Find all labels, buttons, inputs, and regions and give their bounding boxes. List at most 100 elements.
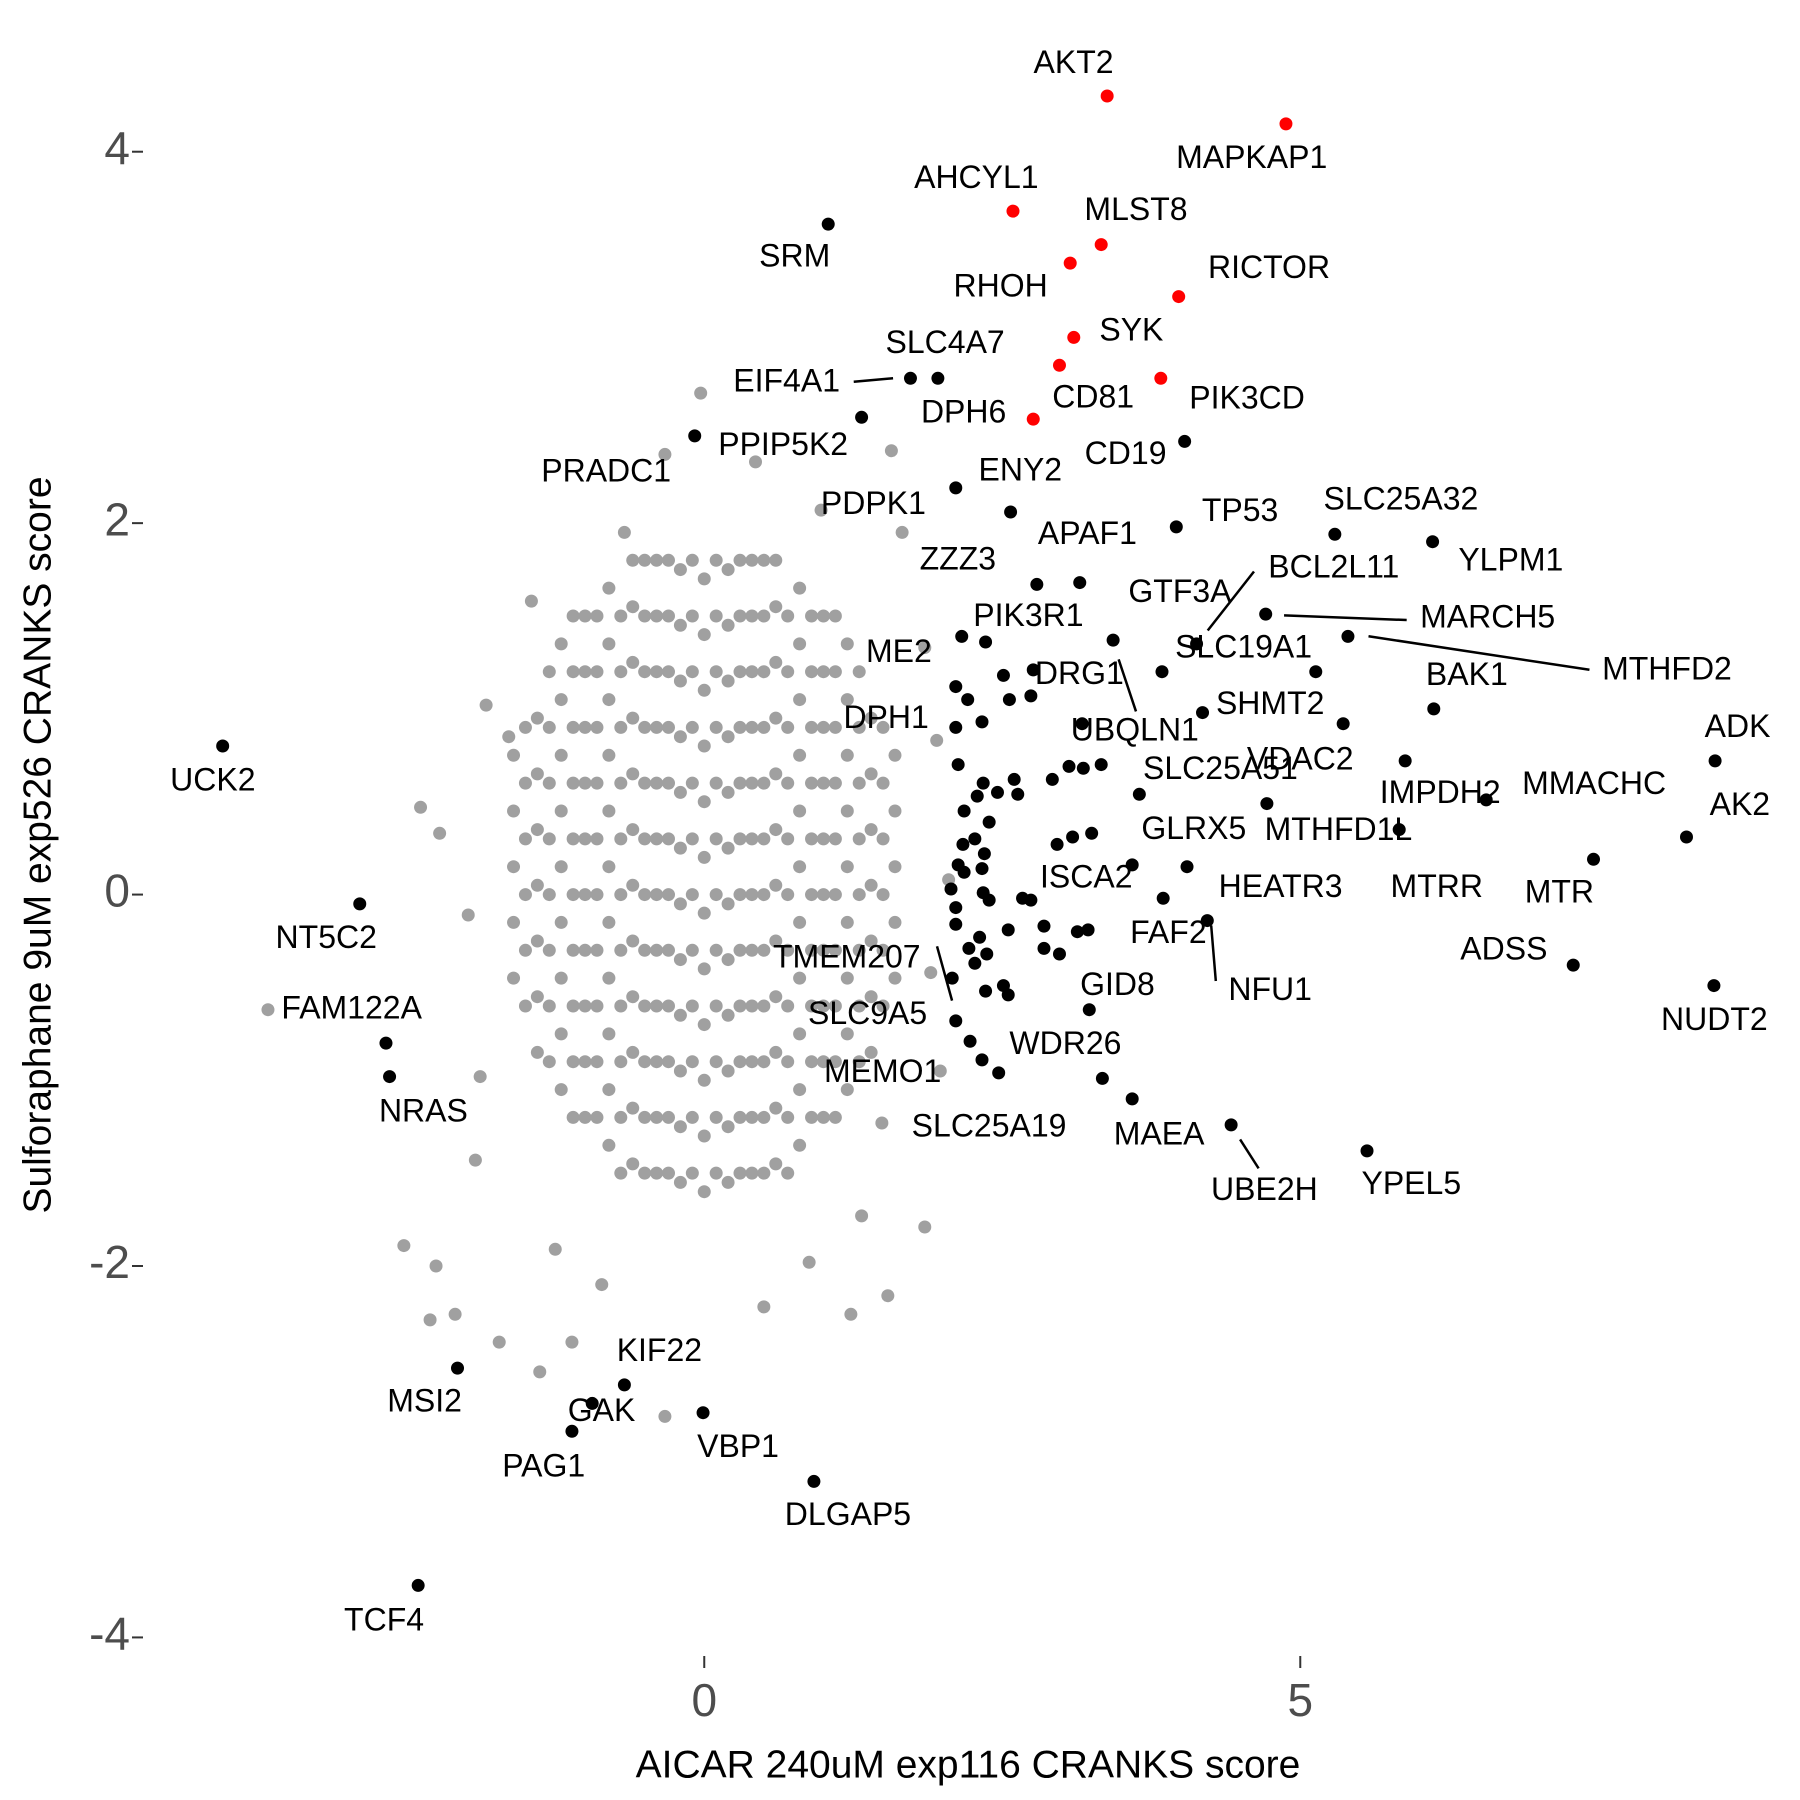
point: [757, 720, 771, 734]
point: [745, 1055, 759, 1069]
point: [840, 1083, 854, 1097]
point: [970, 789, 984, 803]
point: [650, 832, 664, 846]
point: [1070, 925, 1084, 939]
point: [590, 1110, 604, 1124]
point: [542, 888, 556, 902]
point: [805, 1110, 819, 1124]
leader-line: [1117, 658, 1138, 712]
point: [1037, 919, 1051, 933]
point: [793, 860, 807, 874]
point: [864, 711, 878, 725]
point: [709, 1166, 723, 1180]
point: [757, 553, 771, 567]
point: [614, 832, 628, 846]
point-label: MTHFD2: [1602, 650, 1732, 686]
point: [566, 832, 580, 846]
point: [781, 665, 795, 679]
point: [793, 1138, 807, 1152]
point: [709, 832, 723, 846]
point: [968, 956, 982, 970]
point: [518, 832, 532, 846]
point: [745, 609, 759, 623]
point-label: BCL2L11: [1268, 549, 1399, 585]
point: [781, 832, 795, 846]
point: [685, 776, 699, 790]
point: [1708, 754, 1722, 768]
point: [828, 943, 842, 957]
point: [721, 1064, 735, 1078]
point-label: RICTOR: [1208, 249, 1330, 285]
point: [709, 665, 723, 679]
point: [745, 888, 759, 902]
point: [530, 823, 544, 837]
point-label: EIF4A1: [733, 362, 840, 398]
point: [614, 999, 628, 1013]
point: [1075, 717, 1089, 731]
point: [930, 733, 944, 747]
point: [566, 1110, 580, 1124]
point: [781, 1055, 795, 1069]
point: [1001, 988, 1015, 1002]
point: [530, 711, 544, 725]
point: [840, 804, 854, 818]
point: [661, 665, 675, 679]
point: [769, 1045, 783, 1059]
point: [694, 386, 708, 400]
point: [626, 1157, 640, 1171]
point: [595, 1278, 609, 1292]
point: [1063, 256, 1077, 270]
point: [769, 878, 783, 892]
point: [1001, 923, 1015, 937]
point: [673, 618, 687, 632]
point: [769, 767, 783, 781]
point: [968, 832, 982, 846]
point: [745, 720, 759, 734]
point: [1094, 238, 1108, 252]
point: [507, 748, 521, 762]
point: [626, 990, 640, 1004]
point: [602, 637, 616, 651]
point: [709, 776, 723, 790]
point: [816, 665, 830, 679]
point: [530, 878, 544, 892]
point: [602, 1138, 616, 1152]
point: [733, 665, 747, 679]
point-label: AK2: [1710, 786, 1770, 822]
point-label: SYK: [1099, 311, 1163, 347]
point: [661, 609, 675, 623]
point: [638, 832, 652, 846]
point: [617, 525, 631, 539]
point-label: MTR: [1525, 874, 1594, 910]
point: [709, 1055, 723, 1069]
point: [793, 1027, 807, 1041]
point: [888, 748, 902, 762]
point-label: DLGAP5: [785, 1496, 911, 1532]
point: [982, 893, 996, 907]
point: [566, 609, 580, 623]
point: [816, 609, 830, 623]
point: [781, 999, 795, 1013]
point: [781, 776, 795, 790]
point: [1002, 693, 1016, 707]
point: [733, 776, 747, 790]
x-axis-title: AICAR 240uM exp116 CRANKS score: [636, 1743, 1301, 1786]
point: [1007, 772, 1021, 786]
point: [781, 943, 795, 957]
point: [650, 1110, 664, 1124]
point: [721, 1120, 735, 1134]
point: [721, 1175, 735, 1189]
point: [840, 860, 854, 874]
point: [614, 609, 628, 623]
point: [638, 888, 652, 902]
point: [852, 1055, 866, 1069]
point: [542, 1055, 556, 1069]
point-label: ME2: [866, 633, 932, 669]
point: [590, 720, 604, 734]
point: [411, 1578, 425, 1592]
point: [461, 908, 475, 922]
point: [353, 897, 367, 911]
point: [626, 878, 640, 892]
point: [626, 655, 640, 669]
point: [709, 1110, 723, 1124]
